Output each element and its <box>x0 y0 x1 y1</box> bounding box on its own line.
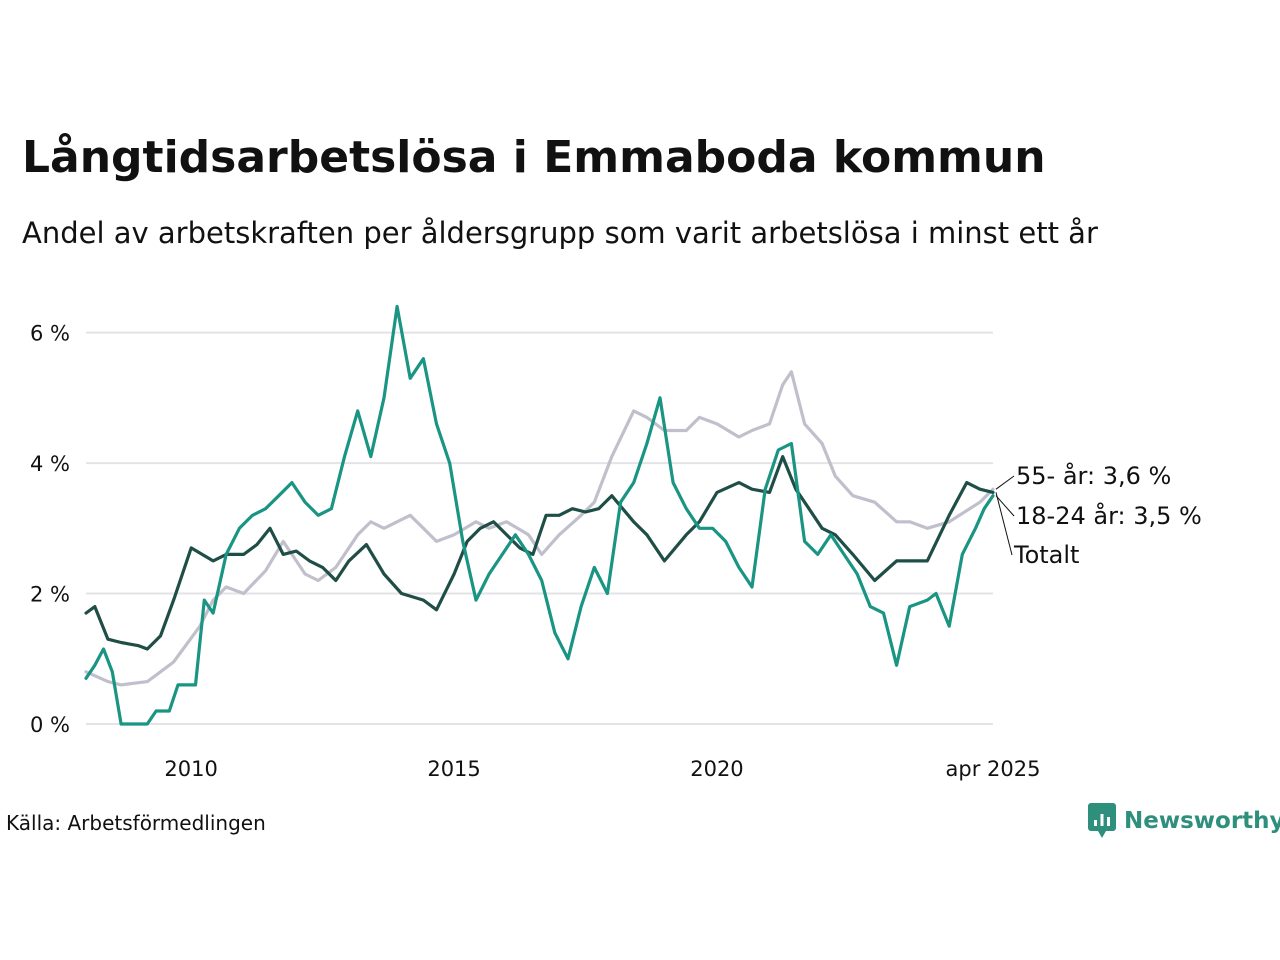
label-leader-totalt <box>995 492 1013 556</box>
grid-lines <box>86 331 993 725</box>
series-label-age_55: 55- år: 3,6 % <box>1016 461 1171 490</box>
x-tick-label: apr 2025 <box>946 757 1041 781</box>
label-leader-age_18_24 <box>995 495 1015 517</box>
source-note: Källa: Arbetsförmedlingen <box>6 811 266 835</box>
series-lines <box>84 304 995 726</box>
newsworthy-icon <box>1088 803 1116 838</box>
brand-logo: Newsworthy <box>1088 803 1280 839</box>
series-label-age_18_24: 18-24 år: 3,5 % <box>1016 501 1202 530</box>
y-tick-label: 0 % <box>30 713 70 737</box>
label-leader-age_55 <box>995 475 1015 490</box>
chart-subtitle: Andel av arbetskraften per åldersgrupp s… <box>22 216 1098 250</box>
line-chart: 0 % 2 % 4 % 6 % 2010 2015 2020 apr 2025 55- år… <box>30 304 1202 781</box>
chart-title: Långtidsarbetslösa i Emmaboda kommun <box>22 132 1046 183</box>
y-tick-label: 4 % <box>30 452 70 476</box>
x-tick-label: 2015 <box>427 757 480 781</box>
series-line-age_55 <box>84 370 995 687</box>
series-end-labels: 55- år: 3,6 % Totalt 18-24 år: 3,5 % <box>995 461 1202 569</box>
series-line-age_18_24 <box>84 304 995 726</box>
x-axis-tick-labels: 2010 2015 2020 apr 2025 <box>164 757 1040 781</box>
x-tick-label: 2020 <box>690 757 743 781</box>
series-label-totalt: Totalt <box>1013 541 1079 569</box>
brand-name: Newsworthy <box>1124 808 1280 834</box>
y-axis-tick-labels: 0 % 2 % 4 % 6 % <box>30 322 70 737</box>
y-tick-label: 6 % <box>30 322 70 346</box>
x-tick-label: 2010 <box>164 757 217 781</box>
y-tick-label: 2 % <box>30 583 70 607</box>
